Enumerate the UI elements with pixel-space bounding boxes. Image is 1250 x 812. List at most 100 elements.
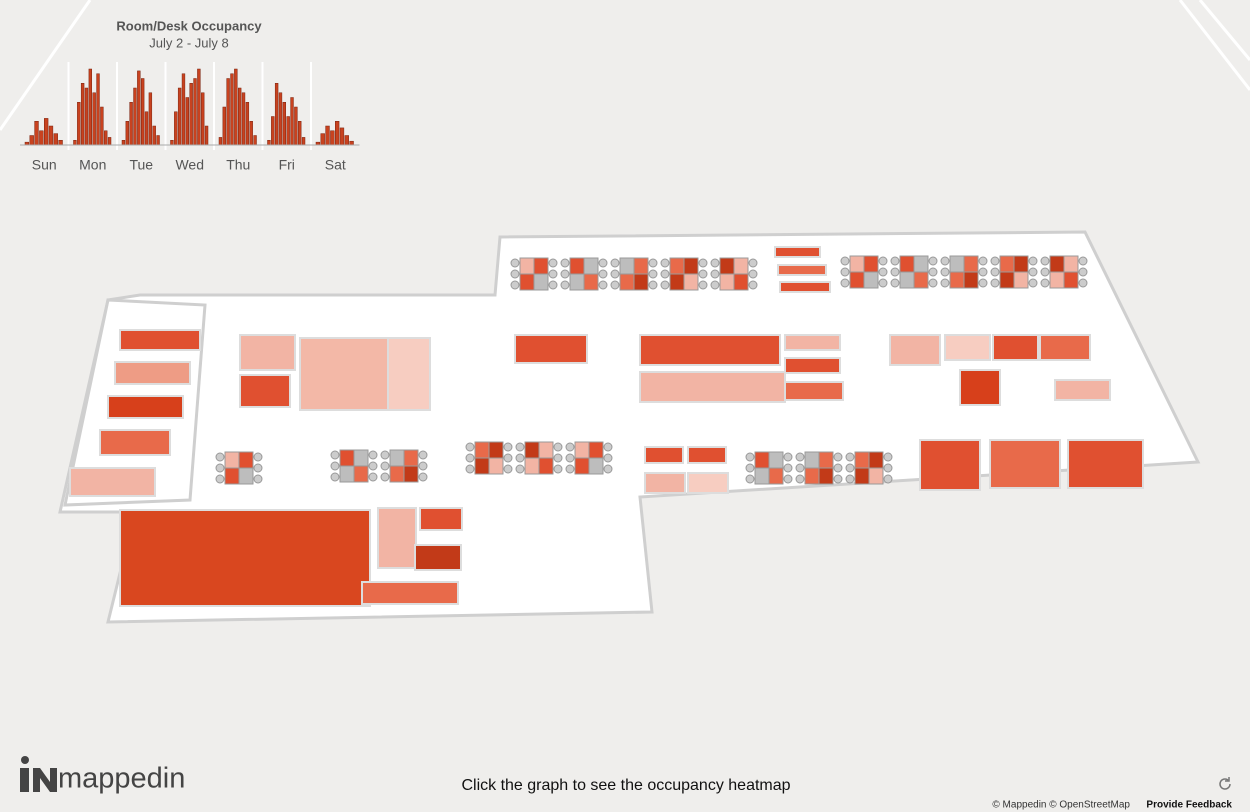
desk [389, 449, 405, 467]
desk [619, 273, 635, 291]
desk [999, 271, 1015, 289]
bar [230, 73, 234, 146]
chair [990, 278, 1000, 288]
chair [783, 452, 793, 462]
chair [418, 472, 428, 482]
room [1054, 379, 1111, 401]
desk [1063, 271, 1079, 289]
chair [833, 452, 843, 462]
chair [783, 474, 793, 484]
reset-icon[interactable] [1219, 777, 1231, 790]
desk [353, 465, 369, 483]
bar [73, 140, 77, 146]
room [119, 329, 201, 351]
bar [144, 111, 149, 146]
day-label: Tue [129, 157, 153, 173]
bar [53, 133, 58, 146]
chair [610, 269, 620, 279]
bar [152, 125, 156, 146]
desk [963, 271, 979, 289]
chair [795, 474, 805, 484]
chair [418, 450, 428, 460]
chair [833, 474, 843, 484]
chair [990, 256, 1000, 266]
bar [271, 116, 275, 146]
logo-text: mappedin [58, 763, 185, 795]
bar [125, 121, 129, 146]
room [1067, 439, 1144, 489]
desk [224, 467, 240, 485]
desk [868, 451, 884, 469]
chair [510, 280, 520, 290]
chair [710, 269, 720, 279]
chair [745, 463, 755, 473]
room [107, 395, 184, 419]
desk [804, 451, 820, 469]
chair [978, 256, 988, 266]
bar [100, 106, 104, 146]
chair [515, 442, 525, 452]
room [361, 581, 459, 605]
bar [290, 97, 294, 146]
desk [999, 255, 1015, 273]
desk [683, 257, 699, 275]
chair [840, 256, 850, 266]
bar [29, 135, 34, 146]
chair [330, 461, 340, 471]
feedback-link[interactable]: Provide Feedback [1146, 800, 1232, 811]
bar [34, 121, 39, 146]
chair [465, 442, 475, 452]
day-label: Sat [325, 157, 346, 173]
room [1039, 334, 1091, 361]
chair [660, 280, 670, 290]
desk [353, 449, 369, 467]
chair [648, 269, 658, 279]
chair [368, 461, 378, 471]
chair [990, 267, 1000, 277]
desk [669, 273, 685, 291]
desk [389, 465, 405, 483]
chair [1040, 278, 1050, 288]
desk [768, 451, 784, 469]
chair [978, 278, 988, 288]
chair [465, 453, 475, 463]
day-label: Thu [226, 157, 250, 173]
chair [598, 269, 608, 279]
chair [928, 256, 938, 266]
day-label: Sun [32, 157, 57, 173]
chair [215, 452, 225, 462]
chair [503, 453, 513, 463]
desk [488, 441, 504, 459]
room [774, 246, 821, 258]
chair [553, 442, 563, 452]
desk [863, 271, 879, 289]
room [387, 337, 431, 411]
attribution: © Mappedin © OpenStreetMap [992, 800, 1130, 811]
chair [598, 258, 608, 268]
desk [339, 449, 355, 467]
bar [339, 127, 345, 146]
desk [818, 467, 834, 485]
room [114, 361, 191, 385]
bar [320, 133, 325, 146]
desk [854, 467, 870, 485]
day-label: Wed [175, 157, 204, 173]
chair [503, 442, 513, 452]
desk [403, 465, 419, 483]
room [377, 507, 417, 569]
desk [949, 255, 965, 273]
chair [878, 267, 888, 277]
bar [104, 130, 108, 146]
bar [349, 140, 354, 146]
chair [510, 258, 520, 268]
chair [380, 461, 390, 471]
room [119, 509, 371, 607]
chair [883, 463, 893, 473]
chair [560, 258, 570, 268]
desk [474, 457, 490, 475]
room [419, 507, 463, 531]
chair [1078, 256, 1088, 266]
bar [88, 68, 93, 146]
chair [940, 278, 950, 288]
occupancy-chart[interactable]: Room/Desk Occupancy July 2 - July 8 Sun M… [18, 10, 363, 180]
